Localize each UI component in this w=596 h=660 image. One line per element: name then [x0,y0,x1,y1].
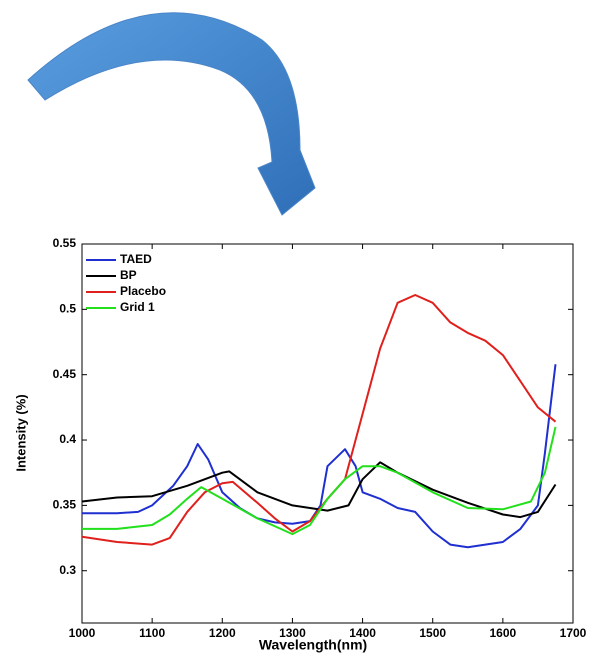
legend-label: BP [120,268,137,282]
y-tick-label: 0.55 [53,236,77,250]
y-tick-label: 0.4 [59,432,76,446]
legend-label: Placebo [120,284,166,298]
y-axis-label: Intensity (%) [13,394,28,471]
y-tick-label: 0.45 [53,367,77,381]
y-tick-label: 0.35 [53,498,77,512]
x-tick-label: 1500 [419,626,446,640]
x-tick-label: 1600 [490,626,517,640]
y-tick-label: 0.5 [59,302,76,316]
x-tick-label: 1400 [349,626,376,640]
x-tick-label: 1200 [209,626,236,640]
x-tick-label: 1700 [560,626,587,640]
legend-label: Grid 1 [120,300,155,314]
series-line [81,461,557,519]
x-axis-label: Wavelength(nm) [259,637,367,653]
plot-frame [81,243,574,624]
x-tick-label: 1000 [69,626,96,640]
x-tick-label: 1300 [279,626,306,640]
x-tick-label: 1100 [139,626,165,640]
legend-label: TAED [120,252,152,266]
series-line [82,426,557,536]
y-tick-label: 0.3 [59,563,76,577]
series-line [82,364,557,549]
decorative-arrow [27,12,316,216]
